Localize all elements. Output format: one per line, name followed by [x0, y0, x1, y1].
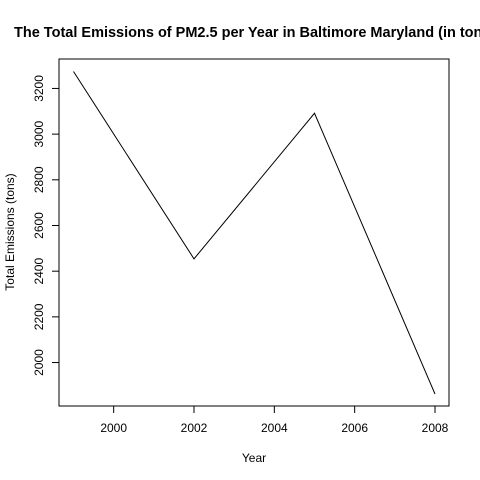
y-tick-label-2800: 2800	[32, 166, 46, 193]
y-tick-label-3000: 3000	[32, 120, 46, 147]
y-axis: 2000 2200 2400 2600 2800 3000 3200	[32, 75, 59, 376]
y-tick-label-2000: 2000	[32, 349, 46, 376]
x-tick-label-2004: 2004	[261, 421, 288, 435]
series-line-0	[73, 71, 436, 395]
x-axis-label: Year	[242, 451, 266, 465]
y-axis-label: Total Emissions (tons)	[3, 173, 17, 290]
y-tick-label-2200: 2200	[32, 303, 46, 330]
y-tick-label-2600: 2600	[32, 212, 46, 239]
x-tick-label-2002: 2002	[181, 421, 208, 435]
x-axis: 2000 2002 2004 2006 2008	[100, 406, 449, 435]
x-tick-label-2000: 2000	[100, 421, 127, 435]
plot-frame	[58, 58, 450, 407]
x-tick-label-2006: 2006	[341, 421, 368, 435]
chart-title: The Total Emissions of PM2.5 per Year in…	[14, 25, 480, 41]
series-layer	[73, 71, 436, 395]
y-tick-label-2400: 2400	[32, 258, 46, 285]
y-tick-label-3200: 3200	[32, 75, 46, 102]
x-tick-label-2008: 2008	[422, 421, 449, 435]
